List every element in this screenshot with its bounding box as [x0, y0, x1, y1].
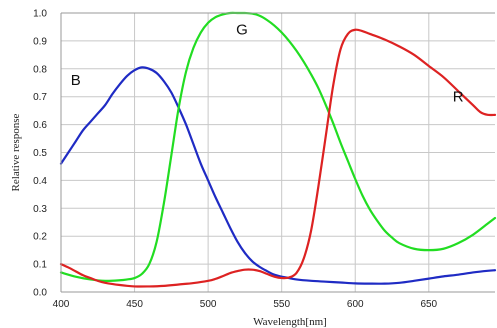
- y-axis-title: Relative response: [10, 113, 22, 191]
- y-tick-label: 0.2: [33, 232, 47, 243]
- y-tick-label: 0.5: [33, 148, 47, 159]
- plot-frame: [60, 12, 495, 293]
- y-tick-label: 1.0: [33, 9, 47, 20]
- x-tick-label: 450: [126, 299, 143, 310]
- x-tick-label: 550: [273, 299, 290, 310]
- series-label-g: G: [236, 22, 248, 39]
- y-tick-label: 0.1: [33, 260, 47, 271]
- x-tick-label: 400: [53, 299, 70, 310]
- y-tick-labels: 0.0 0.1 0.2 0.3 0.4 0.5 0.6 0.7 0.8 0.9 1.0: [33, 9, 47, 299]
- series-label-r: R: [453, 89, 464, 106]
- x-tick-label: 600: [347, 299, 364, 310]
- series-line-b: [59, 66, 497, 285]
- y-tick-label: 0.0: [33, 288, 47, 299]
- y-tick-label: 0.4: [33, 176, 47, 187]
- series-line-g: [59, 11, 497, 282]
- y-tick-label: 0.3: [33, 204, 47, 215]
- series-label-b: B: [71, 72, 81, 89]
- x-tick-label: 500: [200, 299, 217, 310]
- y-tick-label: 0.7: [33, 92, 47, 103]
- grid: [61, 13, 495, 292]
- y-tick-label: 0.9: [33, 36, 47, 47]
- series-labels: B G R: [71, 22, 464, 106]
- x-axis-title: Wavelength[nm]: [253, 316, 327, 328]
- x-tick-label: 650: [420, 299, 437, 310]
- series-lines: [59, 11, 497, 288]
- y-tick-label: 0.6: [33, 120, 47, 131]
- x-tick-labels: 400 450 500 550 600 650: [53, 299, 438, 310]
- y-tick-label: 0.8: [33, 64, 47, 75]
- series-line-r: [59, 28, 497, 288]
